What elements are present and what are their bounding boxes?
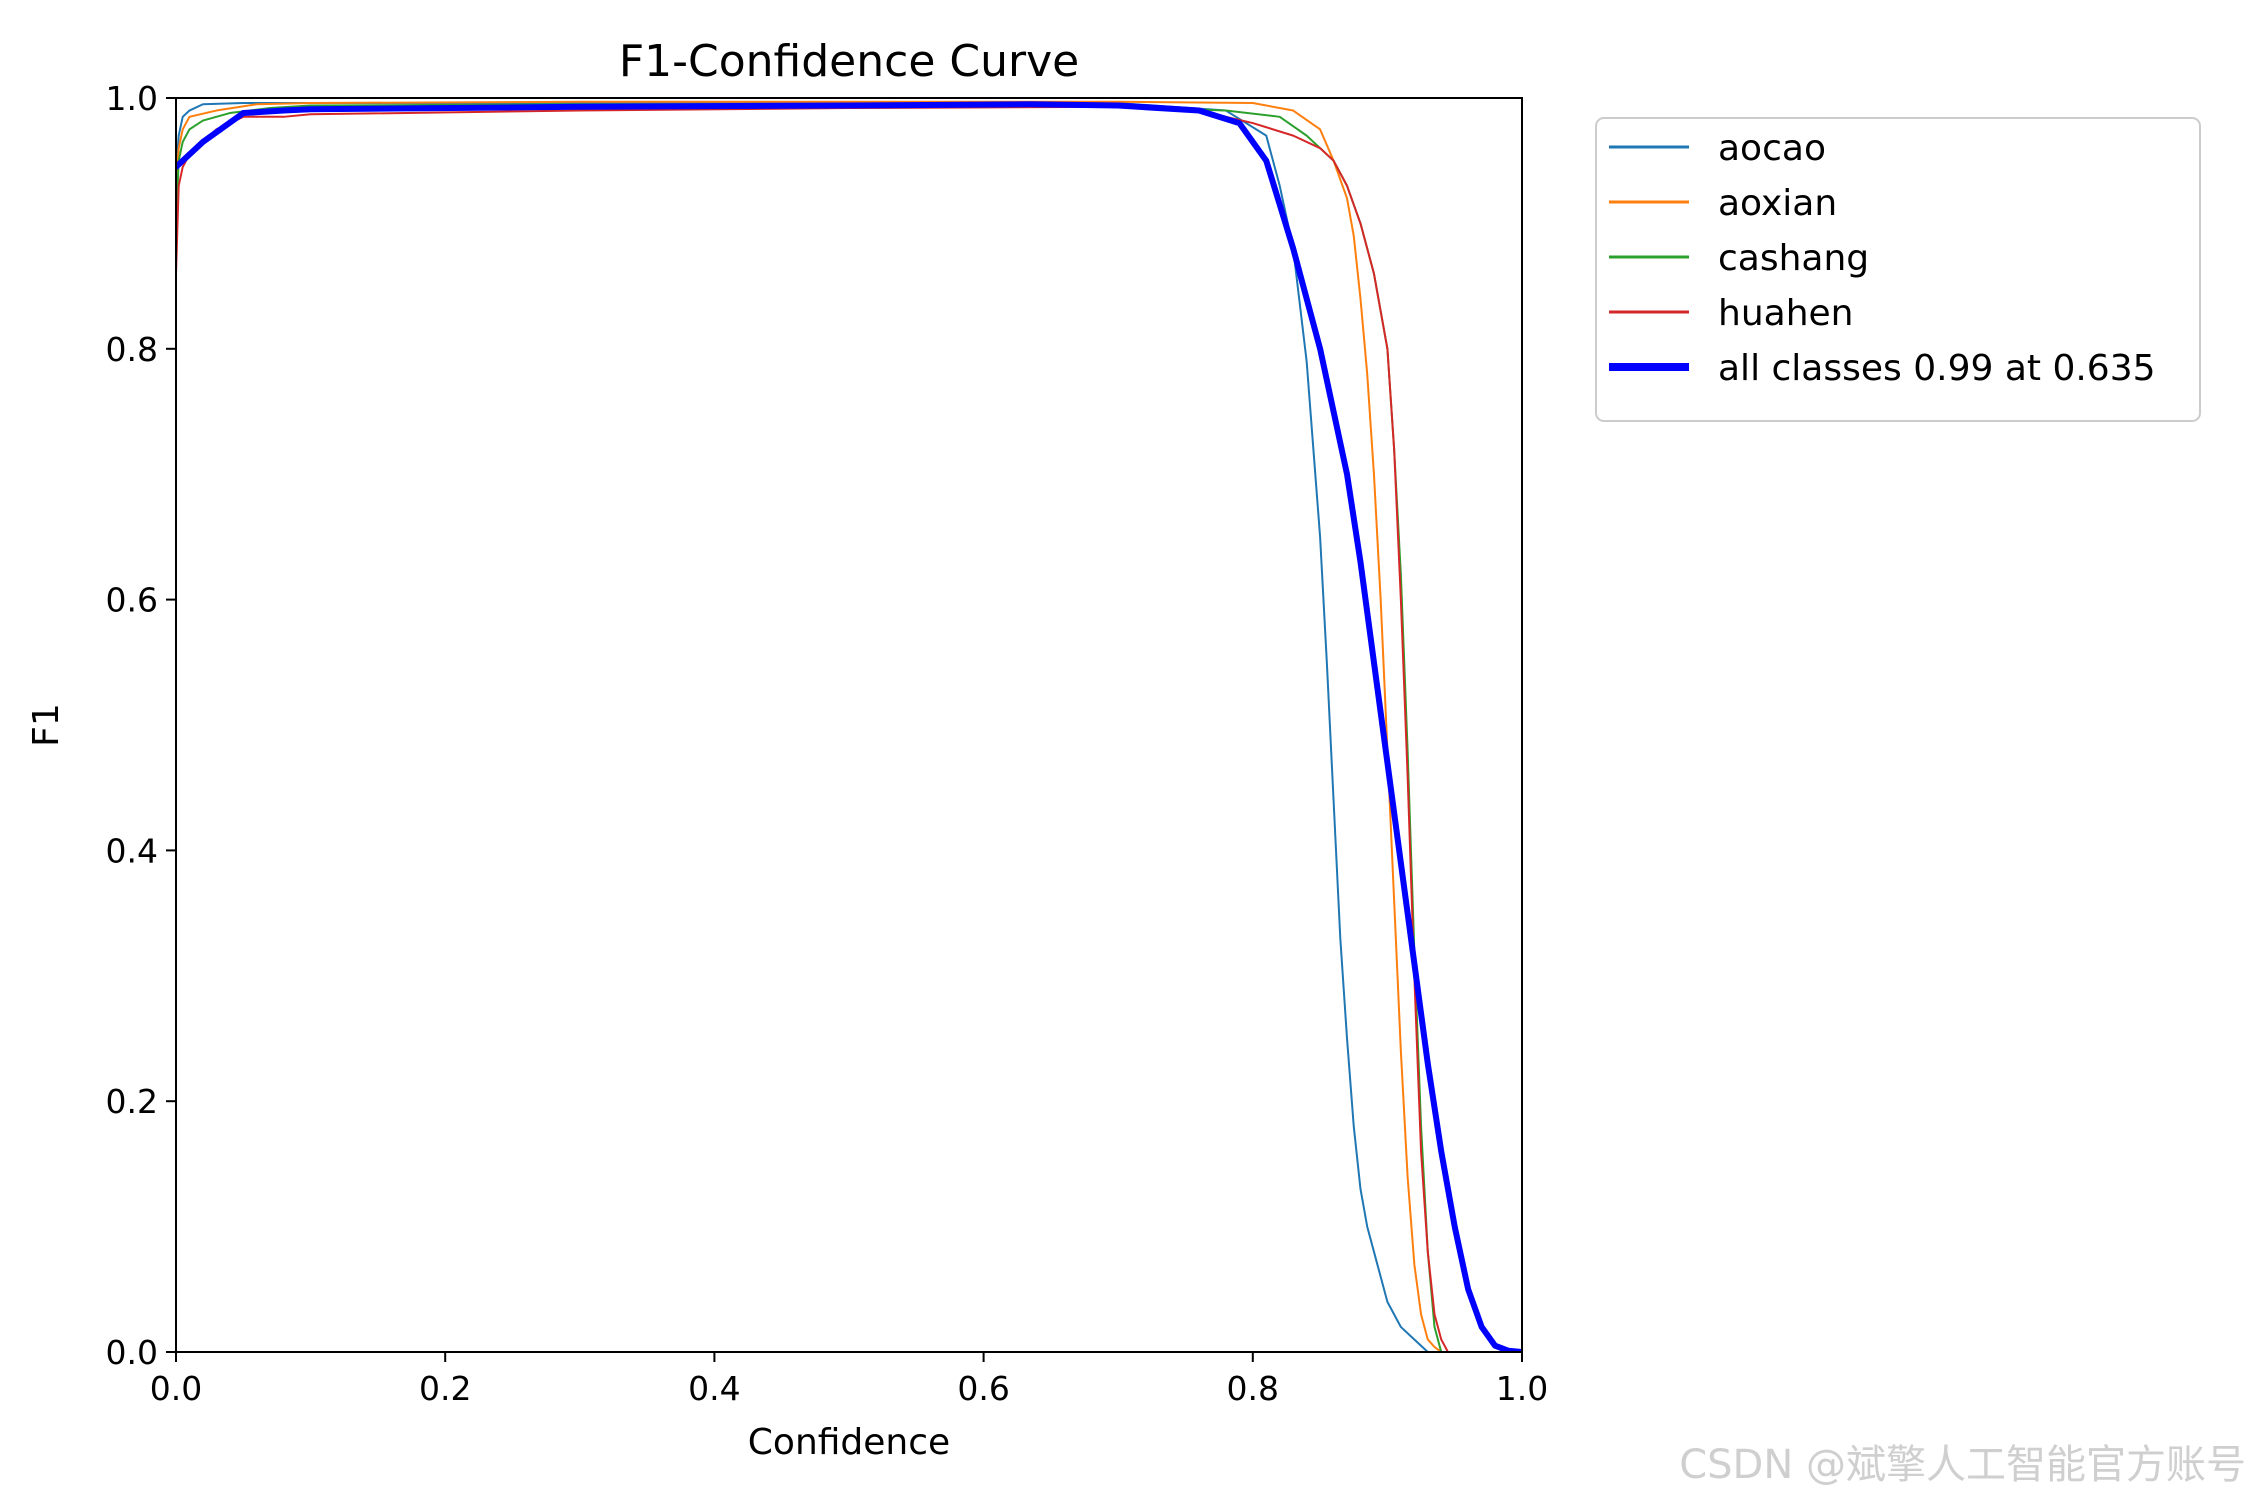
series-layer — [176, 100, 1522, 1352]
y-tick-label: 0.2 — [106, 1082, 158, 1121]
series-line-4 — [176, 101, 1522, 1352]
series-0 — [176, 102, 1522, 1352]
series-line-3 — [176, 105, 1522, 1352]
x-tick-label: 0.8 — [1227, 1369, 1279, 1408]
y-axis-label: F1 — [26, 703, 67, 747]
legend-label-1: aoxian — [1718, 183, 1837, 224]
series-line-0 — [176, 102, 1522, 1352]
legend-box — [1595, 117, 2201, 422]
series-line-1 — [176, 100, 1522, 1352]
x-tick-label: 1.0 — [1496, 1369, 1548, 1408]
chart-title: F1-Confidence Curve — [619, 36, 1079, 87]
series-3 — [176, 105, 1522, 1352]
x-axis-label: Confidence — [748, 1422, 950, 1463]
legend-label-0: aocao — [1718, 128, 1826, 169]
y-tick-label: 0.4 — [106, 831, 158, 870]
x-tick-label: 0.0 — [150, 1369, 202, 1408]
series-4 — [176, 101, 1522, 1352]
y-tick-label: 0.6 — [106, 581, 158, 620]
legend-label-3: huahen — [1718, 293, 1853, 334]
series-1 — [176, 100, 1522, 1352]
series-2 — [176, 103, 1522, 1352]
x-tick-label: 0.2 — [419, 1369, 471, 1408]
watermark: CSDN @斌擎人工智能官方账号 — [1679, 1442, 2246, 1488]
ticks-layer: 0.0 0.2 0.4 0.6 0.8 1.0 0.0 0.2 0.4 0.6 0.8 1.0 — [106, 79, 1549, 1408]
y-tick-label: 0.8 — [106, 330, 158, 369]
plot-frame — [175, 97, 1523, 1353]
y-tick-label: 1.0 — [106, 79, 158, 118]
y-tick-label: 0.0 — [106, 1333, 158, 1372]
x-tick-label: 0.6 — [957, 1369, 1009, 1408]
x-tick-label: 0.4 — [688, 1369, 740, 1408]
legend-label-4: all classes 0.99 at 0.635 — [1718, 348, 2156, 389]
legend: aocao aoxian cashang huahen all classes 0.99… — [1595, 117, 2201, 422]
series-line-2 — [176, 103, 1522, 1352]
legend-label-2: cashang — [1718, 238, 1869, 279]
